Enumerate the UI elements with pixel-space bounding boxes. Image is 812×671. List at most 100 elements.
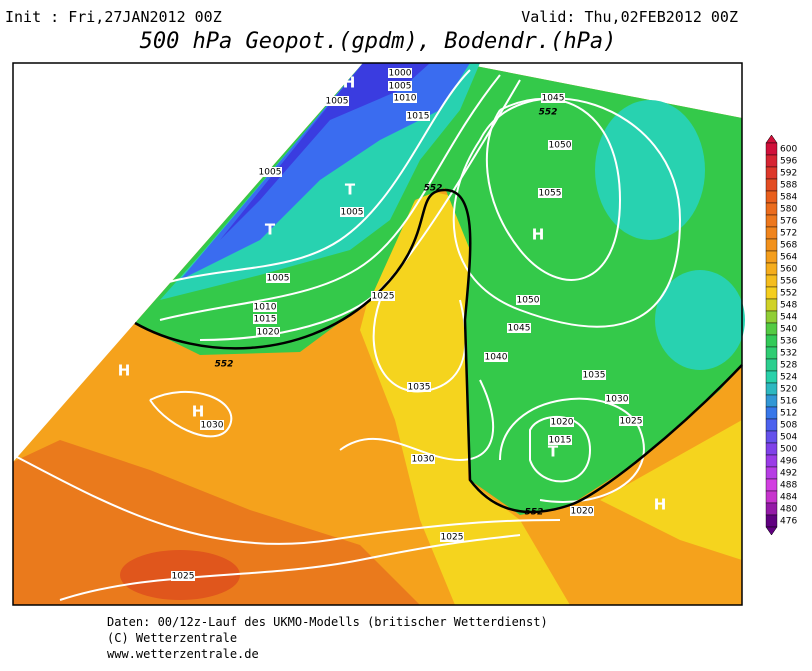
colorbar-label: 504 [780, 433, 797, 443]
colorbar-swatch [765, 478, 778, 492]
blue-field [180, 63, 470, 280]
isobar [159, 74, 501, 321]
geopotential-label: 552 [525, 508, 544, 518]
isobar-label: 1015 [254, 315, 277, 325]
colorbar-swatch [765, 358, 778, 372]
label-background [171, 571, 195, 581]
isobar-label: 1005 [389, 82, 412, 92]
colorbar-label: 548 [780, 301, 797, 311]
colorbar-label: 592 [780, 169, 797, 179]
colorbar-label: 536 [780, 337, 797, 347]
pressure-center: H [118, 362, 131, 380]
label-background [253, 314, 277, 324]
pressure-center: T [345, 181, 356, 199]
colorbar-swatch [765, 190, 778, 204]
colorbar-top-cap [765, 134, 778, 144]
label-background [325, 96, 349, 106]
label-background [507, 323, 531, 333]
colorbar-swatch [765, 442, 778, 456]
isobar-label: 1010 [394, 94, 417, 104]
isobar-label: 1020 [571, 507, 594, 517]
label-background [256, 327, 280, 337]
colorbar-swatch [765, 166, 778, 180]
isobar-label: 1005 [267, 274, 290, 284]
label-background [411, 454, 435, 464]
isobar-label: 1005 [326, 97, 349, 107]
label-background [266, 273, 290, 283]
isobar [339, 379, 495, 462]
colorbar-swatch [765, 310, 778, 324]
pressure-center: H [654, 496, 667, 514]
label-background [582, 370, 606, 380]
colorbar-label: 484 [780, 493, 797, 503]
label-background [541, 93, 565, 103]
init-time: Init : Fri,27JAN2012 00Z [5, 8, 222, 26]
colorbar-label: 552 [780, 289, 797, 299]
colorbar-swatch [765, 382, 778, 396]
isobar-label: 1045 [542, 94, 565, 104]
isobar [452, 97, 682, 328]
isobar-label: 1035 [583, 371, 606, 381]
colorbar-swatch [765, 322, 778, 336]
yellow-field-east [600, 420, 742, 560]
isobar [59, 534, 521, 601]
isobar-label: 1035 [408, 383, 431, 393]
colorbar-label: 512 [780, 409, 797, 419]
isobar-label: 1005 [259, 168, 282, 178]
valid-time: Valid: Thu,02FEB2012 00Z [521, 8, 738, 26]
colorbar-label: 532 [780, 349, 797, 359]
colorbar-label: 584 [780, 193, 797, 203]
colorbar-label: 556 [780, 277, 797, 287]
isobar-label: 1015 [407, 112, 430, 122]
colorbar-label: 528 [780, 361, 797, 371]
colorbar-swatch [765, 334, 778, 348]
geopotential-552-line [134, 188, 743, 514]
label-background [440, 532, 464, 542]
colorbar-label: 544 [780, 313, 797, 323]
colorbar-swatch [765, 394, 778, 408]
map: 1000 1005 1010 1005 1015 1005 1005 1005 1010 1015… [12, 62, 745, 606]
colorbar-swatch [765, 202, 778, 216]
dark-blue-field [220, 63, 430, 240]
map-frame [12, 62, 743, 606]
colorbar-label: 520 [780, 385, 797, 395]
isobar-label: 1025 [372, 292, 395, 302]
label-background [406, 111, 430, 121]
label-background [516, 295, 540, 305]
colorbar-bottom-cap [765, 526, 778, 536]
label-background [619, 416, 643, 426]
label-background [253, 302, 277, 312]
colorbar-swatch [765, 214, 778, 228]
label-background [548, 140, 572, 150]
colorbar-label: 576 [780, 217, 797, 227]
colorbar-swatch [765, 250, 778, 264]
map-title: 500 hPa Geopot.(gpdm), Bodendr.(hPa) [140, 29, 617, 54]
colorbar-label: 588 [780, 181, 797, 191]
colorbar-swatch [765, 370, 778, 384]
colorbar-label: 540 [780, 325, 797, 335]
colorbar-label: 580 [780, 205, 797, 215]
pressure-center: H [532, 226, 545, 244]
label-background [258, 167, 282, 177]
isobar-label: 1015 [549, 436, 572, 446]
isobar-label: 1040 [485, 353, 508, 363]
label-background [200, 420, 224, 430]
isobar-label: 1020 [551, 418, 574, 428]
colorbar-label: 480 [780, 505, 797, 515]
colorbar-swatch [765, 262, 778, 276]
colorbar-label: 564 [780, 253, 797, 263]
map-labels: 1000 1005 1010 1005 1015 1005 1005 1005 1010 1015… [118, 68, 667, 582]
colorbar-swatch [765, 346, 778, 360]
isobar-label: 1045 [508, 324, 531, 334]
label-background [393, 93, 417, 103]
label-background [388, 81, 412, 91]
colorbar-label: 476 [780, 517, 797, 527]
colorbar-swatch [765, 430, 778, 444]
label-background [484, 352, 508, 362]
colorbar-swatch [765, 142, 778, 156]
colorbar-swatch [765, 454, 778, 468]
isobar-label: 1030 [412, 455, 435, 465]
pressure-center: T [548, 443, 559, 461]
label-background [605, 394, 629, 404]
